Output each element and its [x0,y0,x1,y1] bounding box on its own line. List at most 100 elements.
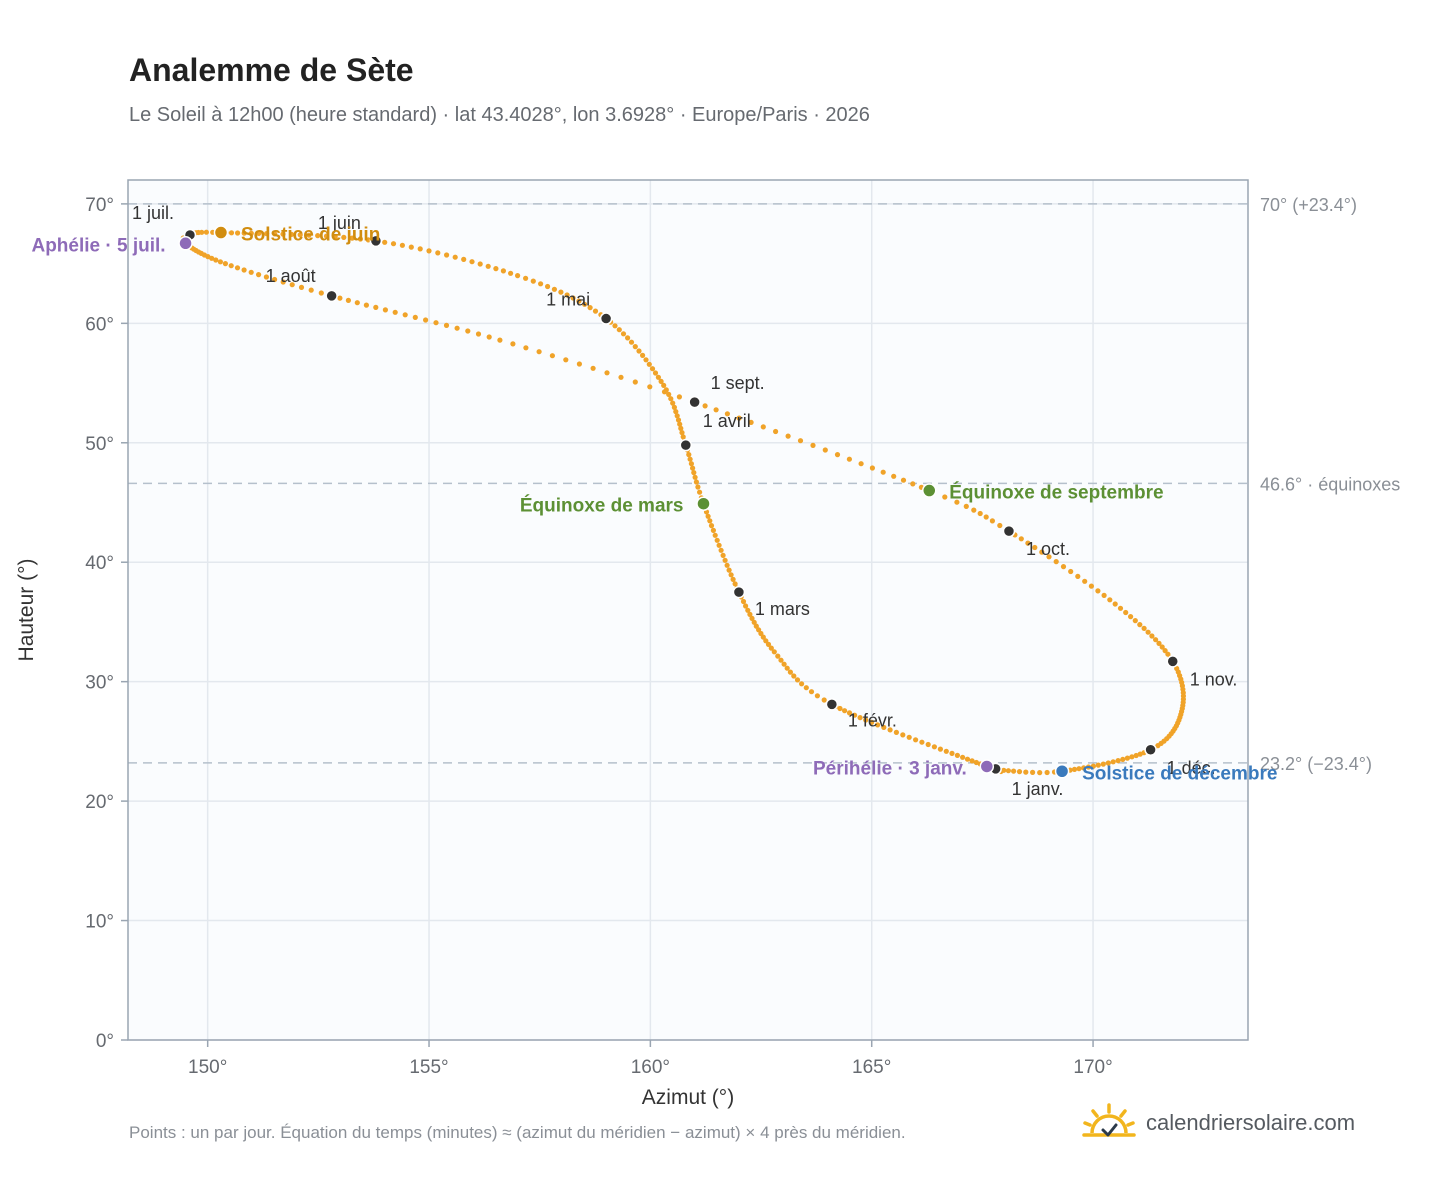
daily-sun-point [678,425,684,431]
month-label: 1 oct. [1026,539,1070,559]
daily-sun-point [722,557,728,563]
daily-sun-point [341,234,347,240]
month-label: 1 janv. [1012,779,1064,799]
daily-sun-point [969,758,975,764]
daily-sun-point [1137,622,1143,628]
daily-sun-point [778,657,784,663]
month-label: 1 févr. [848,710,897,730]
daily-sun-point [954,752,961,759]
daily-sun-point [712,532,718,538]
daily-sun-point [228,230,235,236]
daily-sun-point [1044,769,1050,776]
daily-sun-point [1107,597,1113,603]
daily-sun-point [345,297,351,303]
y-tick-label: 50° [85,434,114,455]
daily-sun-point [810,442,816,448]
daily-sun-point [1090,763,1096,769]
reference-label: 46.6° · équinoxes [1260,474,1400,494]
daily-sun-point [881,724,887,731]
daily-sun-point [771,649,777,655]
daily-sun-point [687,456,693,462]
daily-sun-point [297,232,303,238]
daily-sun-point [745,607,751,613]
daily-sun-point [1025,540,1031,546]
daily-sun-point [604,370,610,376]
page-title: Analemme de Sète [129,52,414,88]
daily-sun-point [256,230,262,236]
daily-sun-point [1105,760,1111,766]
daily-sun-point [454,325,460,331]
daily-sun-point [515,273,521,279]
daily-sun-point [1053,559,1059,565]
daily-sun-point [263,274,269,280]
daily-sun-point [616,327,622,333]
daily-sun-point [919,739,925,745]
event-marker [696,496,711,511]
event-marker [213,225,229,240]
daily-sun-point [1156,640,1162,647]
daily-sun-point [497,337,503,343]
daily-sun-point [661,389,668,395]
daily-sun-point [773,428,779,435]
month-marker [599,312,613,325]
daily-sun-point [676,394,683,400]
event-label: Équinoxe de septembre [949,482,1163,504]
daily-sun-point [592,308,599,314]
daily-sun-point [357,236,363,242]
daily-sun-point [842,708,848,714]
daily-sun-point [686,452,692,458]
daily-sun-point [1162,648,1168,654]
daily-sun-point [349,235,355,241]
daily-sun-point [452,254,458,260]
x-tick-label: 155° [409,1057,448,1078]
daily-sun-point [1128,614,1134,620]
daily-sun-point [373,304,379,310]
daily-sun-point [477,261,483,267]
daily-sun-point [973,759,980,766]
event-markers: Aphélie · 5 juil. Solstice de juin Équinox… [31,225,1277,785]
daily-sun-point [523,275,529,281]
daily-sun-point [760,424,766,430]
page-subtitle: Le Soleil à 12h00 (heure standard) · lat… [129,104,870,126]
daily-sun-point [337,295,343,301]
daily-sun-point [797,438,804,444]
daily-sun-point [691,470,697,476]
daily-sun-point [869,465,876,471]
daily-sun-point [545,283,551,290]
daily-sun-point [765,641,772,648]
daily-sun-point [814,693,821,699]
daily-sun-point [971,507,977,513]
daily-sun-point [1095,588,1101,594]
daily-sun-point [508,270,514,276]
x-tick-label: 150° [188,1057,227,1078]
daily-sun-point [846,710,853,716]
daily-sun-point [399,242,405,248]
daily-sun-point [1088,583,1094,589]
daily-sun-point [1016,769,1023,775]
daily-sun-point [235,230,241,236]
daily-sun-point [747,611,753,618]
daily-sun-point [213,257,219,263]
month-label: 1 juin [318,213,361,233]
daily-sun-point [900,477,907,483]
daily-sun-point [280,231,286,237]
daily-sun-point [1137,751,1143,757]
daily-sun-point [587,305,593,311]
daily-sun-point [743,603,749,609]
daily-sun-point [671,404,678,410]
x-tick-label: 165° [852,1057,891,1078]
daily-sun-point [1141,625,1147,632]
month-label: 1 sept. [711,373,765,393]
daily-sun-point [643,357,649,363]
brand-logo[interactable]: calendriersolaire.com [1082,1100,1355,1146]
daily-sun-point [563,357,569,363]
daily-sun-point [857,715,863,721]
daily-sun-point [713,407,719,413]
daily-sun-point [217,259,223,265]
daily-sun-point [486,334,492,340]
daily-sun-point [288,231,295,237]
daily-sun-point [248,230,254,236]
daily-sun-point [724,411,731,417]
daily-sun-point [628,339,635,345]
daily-sun-point [1115,758,1121,764]
